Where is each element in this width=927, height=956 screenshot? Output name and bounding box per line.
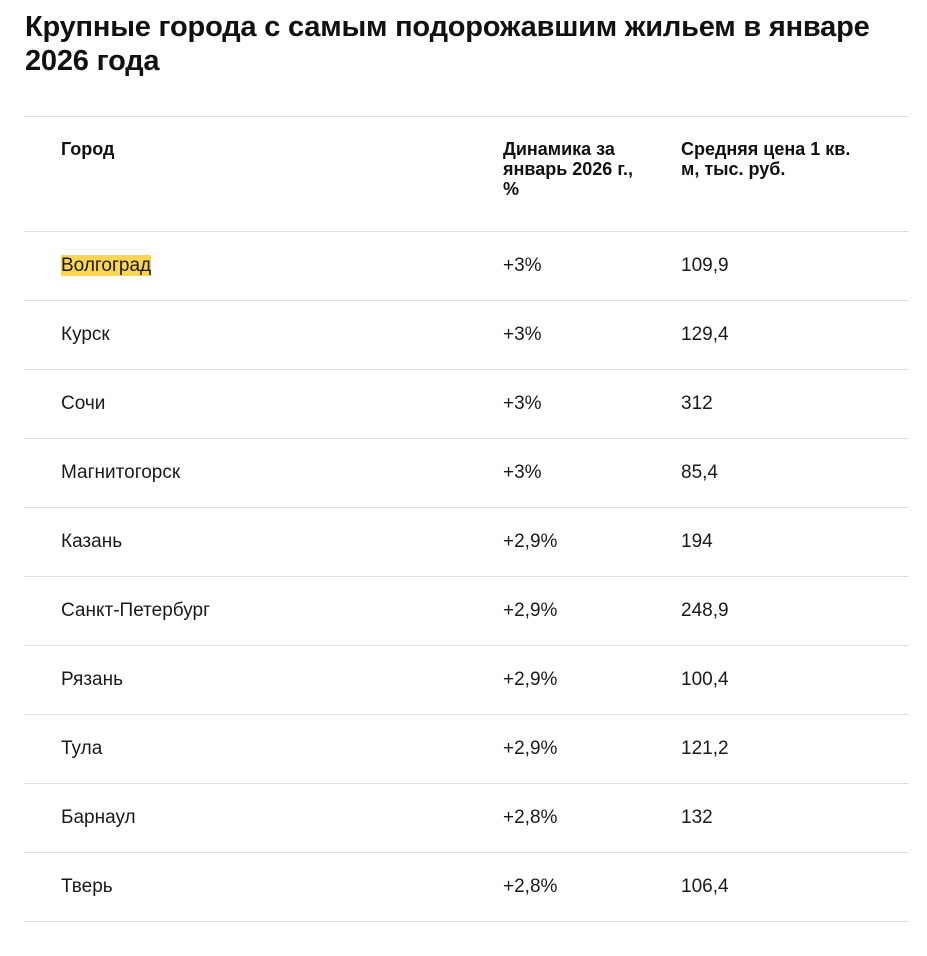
page-title: Крупные города с самым подорожавшим жиль…	[25, 11, 870, 77]
price-cell: 129,4	[681, 324, 729, 345]
table-row: Тверь +2,8% 106,4	[24, 853, 909, 922]
city-cell: Тверь	[61, 876, 113, 897]
table-row: Волгоград +3% 109,9	[24, 232, 909, 301]
city-cell: Курск	[61, 324, 110, 345]
dynamics-cell: +3%	[503, 393, 542, 414]
dynamics-cell: +2,9%	[503, 600, 558, 621]
table-row: Тула +2,9% 121,2	[24, 715, 909, 784]
city-cell: Тула	[61, 738, 103, 759]
city-cell: Санкт-Петербург	[61, 600, 211, 621]
table-row: Рязань +2,9% 100,4	[24, 646, 909, 715]
city-cell: Казань	[61, 531, 123, 552]
header-city: Город	[61, 139, 115, 159]
dynamics-cell: +2,8%	[503, 876, 558, 897]
table-row: Сочи +3% 312	[24, 370, 909, 439]
dynamics-cell: +3%	[503, 324, 542, 345]
city-cell: Рязань	[61, 669, 124, 690]
table-row: Санкт-Петербург +2,9% 248,9	[24, 577, 909, 646]
header-price: Средняя цена 1 кв. м, тыс. руб.	[681, 139, 851, 179]
dynamics-cell: +3%	[503, 255, 542, 276]
table-row: Курск +3% 129,4	[24, 301, 909, 370]
price-cell: 106,4	[681, 876, 729, 897]
table-header-row: Город Динамика за январь 2026 г., % Сред…	[24, 117, 909, 232]
highlighted-city: Волгоград	[61, 255, 152, 276]
data-table: Город Динамика за январь 2026 г., % Сред…	[24, 116, 909, 922]
price-cell: 132	[681, 807, 713, 828]
price-cell: 312	[681, 393, 713, 414]
price-cell: 109,9	[681, 255, 729, 276]
price-cell: 248,9	[681, 600, 729, 621]
table-row: Магнитогорск +3% 85,4	[24, 439, 909, 508]
dynamics-cell: +3%	[503, 462, 542, 483]
dynamics-cell: +2,9%	[503, 738, 558, 759]
table-row: Барнаул +2,8% 132	[24, 784, 909, 853]
price-cell: 121,2	[681, 738, 729, 759]
dynamics-cell: +2,9%	[503, 669, 558, 690]
dynamics-cell: +2,8%	[503, 807, 558, 828]
price-cell: 100,4	[681, 669, 729, 690]
price-cell: 194	[681, 531, 713, 552]
city-cell: Магнитогорск	[61, 462, 181, 483]
table-row: Казань +2,9% 194	[24, 508, 909, 577]
dynamics-cell: +2,9%	[503, 531, 558, 552]
header-dynamics: Динамика за январь 2026 г., %	[503, 139, 634, 199]
city-cell: Барнаул	[61, 807, 136, 828]
city-cell: Сочи	[61, 393, 106, 414]
price-cell: 85,4	[681, 462, 718, 483]
